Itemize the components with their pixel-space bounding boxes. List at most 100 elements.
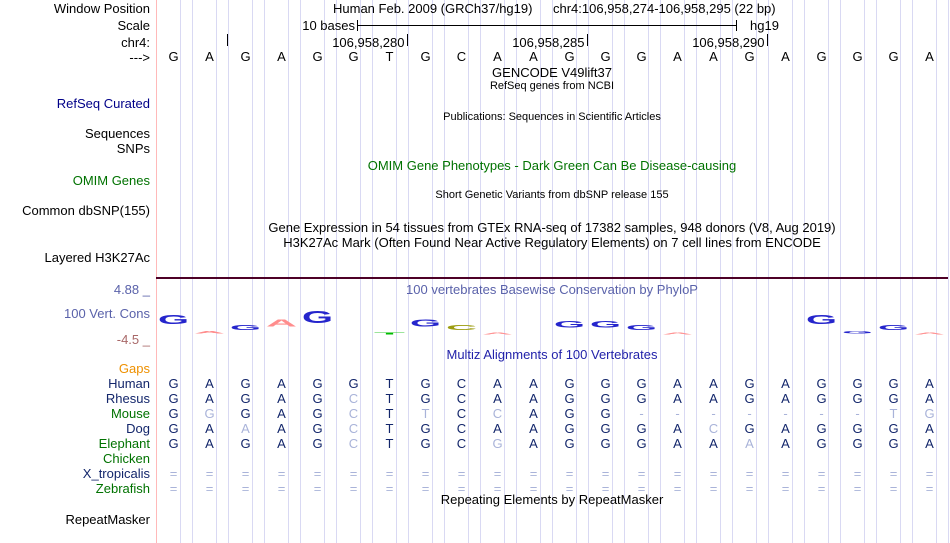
refseq-curated-label[interactable]: RefSeq Curated (56, 96, 150, 111)
alignment-base: G (492, 436, 503, 451)
conservation-logo-glyph: A (661, 323, 694, 335)
scale-bar-line (357, 25, 737, 26)
grid-line (612, 0, 613, 543)
conservation-logo-glyph: A (913, 323, 946, 335)
alignment-base: = (529, 481, 538, 496)
alignment-base: C (456, 421, 467, 436)
alignment-base: G (636, 391, 647, 406)
svg-text:G: G (554, 320, 585, 329)
conservation-logo-glyph: G (625, 319, 658, 332)
omim-genes-label[interactable]: OMIM Genes (72, 173, 150, 188)
multiz-track-title[interactable]: Multiz Alignments of 100 Vertebrates (446, 347, 658, 362)
alignment-base: = (349, 481, 358, 496)
omim-track-title[interactable]: OMIM Gene Phenotypes - Dark Green Can Be… (367, 158, 737, 173)
grid-line (504, 0, 505, 543)
alignment-base: G (852, 421, 863, 436)
species-label-human[interactable]: Human (108, 376, 150, 391)
grid-line (479, 0, 481, 543)
grid-line (263, 0, 265, 543)
ruler-tick-label: 106,958,280 (332, 35, 405, 50)
gencode-track-title[interactable]: GENCODE V49lift37 (492, 65, 612, 80)
svg-text:G: G (626, 324, 657, 331)
alignment-base: = (565, 466, 574, 481)
alignment-base: A (673, 376, 682, 391)
sequence-base: G (312, 49, 323, 64)
refseq-track-title[interactable]: RefSeq genes from NCBI (489, 80, 615, 92)
grid-line (864, 0, 865, 543)
alignment-base: T (889, 406, 898, 421)
alignment-base: A (529, 391, 538, 406)
svg-text:G: G (878, 324, 909, 331)
alignment-base: G (636, 376, 647, 391)
species-label-mouse[interactable]: Mouse (110, 406, 150, 421)
sequence-base: G (816, 49, 827, 64)
alignment-base: A (709, 436, 718, 451)
alignment-base: G (204, 406, 215, 421)
alignment-base: G (600, 421, 611, 436)
conservation-track-title[interactable]: 100 vertebrates Basewise Conservation by… (406, 282, 698, 297)
species-label-dog[interactable]: Dog (126, 421, 150, 436)
alignment-base: = (385, 466, 394, 481)
conservation-logo-glyph: G (553, 317, 586, 330)
alignment-base: = (457, 481, 466, 496)
alignment-base: A (673, 391, 682, 406)
sequences-label[interactable]: Sequences (84, 126, 150, 141)
alignment-base: = (457, 466, 466, 481)
alignment-base: G (420, 391, 431, 406)
alignment-base: G (168, 376, 179, 391)
conservation-logo-glyph: T (373, 323, 408, 335)
species-label-elephant[interactable]: Elephant (98, 436, 150, 451)
sequence-base: A (493, 49, 502, 64)
grid-line (324, 0, 325, 543)
conservation-label[interactable]: 100 Vert. Cons (64, 306, 150, 321)
gaps-label[interactable]: Gaps (118, 361, 150, 376)
grid-line (756, 0, 757, 543)
sequence-base: G (888, 49, 899, 64)
species-label-rhesus[interactable]: Rhesus (105, 391, 150, 406)
gtex-track-title[interactable]: Gene Expression in 54 tissues from GTEx … (268, 220, 836, 235)
species-label-chicken[interactable]: Chicken (103, 451, 150, 466)
alignment-base: A (277, 391, 286, 406)
grid-line (371, 0, 373, 543)
grid-line (648, 0, 649, 543)
repeatmasker-track-title[interactable]: Repeating Elements by RepeatMasker (440, 492, 664, 507)
conservation-logo-glyph: G (841, 322, 874, 334)
alignment-base: = (313, 466, 322, 481)
alignment-base: G (240, 376, 251, 391)
sequence-base: A (709, 49, 718, 64)
alignment-base: G (564, 436, 575, 451)
alignment-base: A (205, 436, 214, 451)
alignment-base: G (420, 421, 431, 436)
sequence-base: A (781, 49, 790, 64)
dbsnp-label[interactable]: Common dbSNP(155) (22, 203, 150, 218)
h3k27ac-label[interactable]: Layered H3K27Ac (44, 250, 150, 265)
alignment-base: A (925, 436, 934, 451)
species-label-x_tropicalis[interactable]: X_tropicalis (82, 466, 150, 481)
alignment-base: T (385, 421, 394, 436)
scale-bar-left-tick (357, 20, 358, 31)
svg-text:G: G (590, 320, 621, 329)
sequence-base: G (744, 49, 755, 64)
alignment-base: A (781, 376, 790, 391)
dbsnp-track-title[interactable]: Short Genetic Variants from dbSNP releas… (435, 189, 669, 201)
alignment-base: = (421, 466, 430, 481)
alignment-base: G (888, 376, 899, 391)
alignment-base: G (852, 376, 863, 391)
alignment-base: G (600, 436, 611, 451)
species-label-zebrafish[interactable]: Zebrafish (95, 481, 150, 496)
alignment-base: A (781, 391, 790, 406)
svg-text:A: A (662, 332, 694, 335)
ruler-tick-label: 106,958,285 (512, 35, 585, 50)
publications-track-title[interactable]: Publications: Sequences in Scientific Ar… (443, 111, 661, 123)
alignment-base: G (564, 376, 575, 391)
alignment-base: G (240, 391, 251, 406)
alignment-base: A (205, 376, 214, 391)
alignment-base: = (169, 466, 178, 481)
alignment-base: - (783, 406, 788, 421)
h3k27ac-track-title[interactable]: H3K27Ac Mark (Often Found Near Active Re… (283, 235, 821, 250)
alignment-base: C (492, 406, 503, 421)
sequence-base: G (240, 49, 251, 64)
snps-label[interactable]: SNPs (116, 141, 150, 156)
repeatmasker-label[interactable]: RepeatMasker (65, 512, 150, 527)
grid-line (828, 0, 829, 543)
